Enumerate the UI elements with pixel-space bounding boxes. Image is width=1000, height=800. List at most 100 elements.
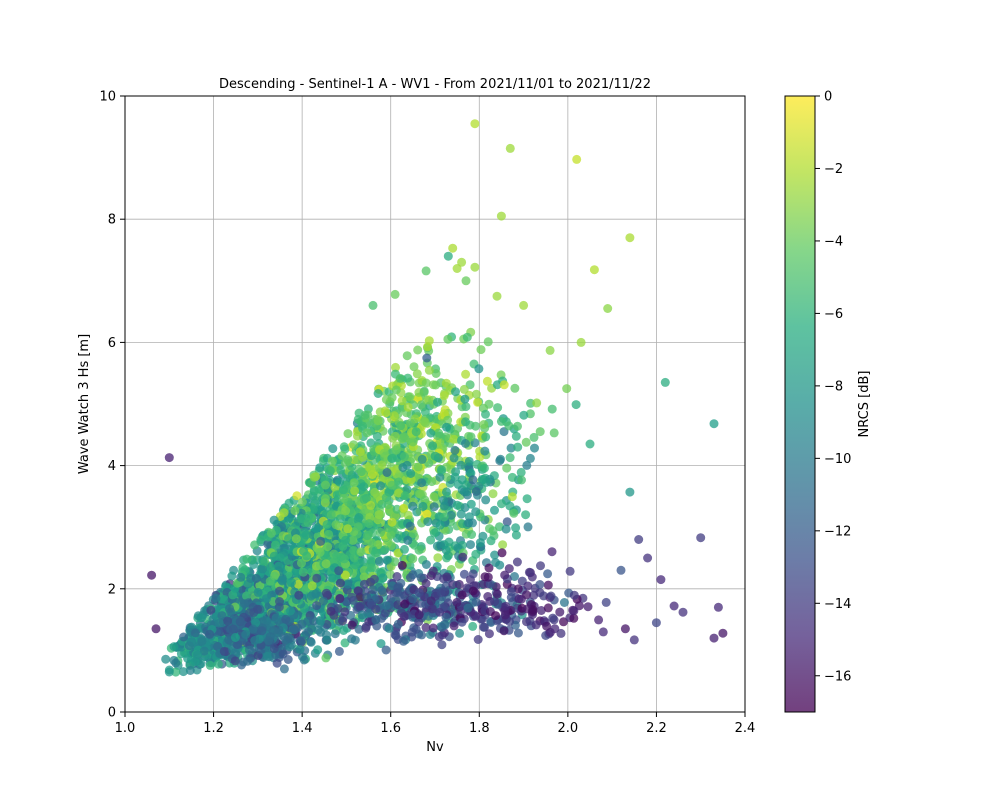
scatter-point <box>362 592 372 602</box>
scatter-point <box>443 334 453 344</box>
scatter-point <box>499 380 509 390</box>
scatter-point <box>391 362 400 372</box>
scatter-point <box>428 566 438 576</box>
scatter-point <box>366 465 376 475</box>
scatter-point <box>441 545 451 555</box>
scatter-point <box>569 590 579 600</box>
scatter-point <box>206 605 216 615</box>
scatter-point <box>169 642 179 652</box>
scatter-point <box>399 452 409 461</box>
scatter-point <box>350 635 360 645</box>
scatter-point <box>274 602 284 612</box>
scatter-point <box>429 528 439 538</box>
scatter-point <box>432 541 442 551</box>
scatter-point <box>272 658 282 668</box>
x-tick-label: 2.2 <box>646 721 667 736</box>
scatter-point <box>368 300 378 310</box>
scatter-point <box>459 569 469 579</box>
scatter-point <box>471 389 481 399</box>
scatter-point <box>448 243 458 253</box>
scatter-point <box>498 540 508 550</box>
scatter-point <box>386 541 396 551</box>
scatter-point <box>356 467 366 477</box>
scatter-point <box>408 437 418 447</box>
scatter-point <box>396 421 406 431</box>
scatter-point <box>441 581 451 591</box>
scatter-point <box>377 585 387 595</box>
scatter-point <box>569 606 579 616</box>
scatter-point <box>340 458 350 468</box>
scatter-point <box>496 211 506 221</box>
scatter-point <box>214 618 224 628</box>
scatter-point <box>359 482 369 492</box>
scatter-point <box>457 257 467 267</box>
scatter-point <box>394 477 404 487</box>
scatter-point <box>171 667 181 677</box>
scatter-point <box>713 602 723 612</box>
scatter-point <box>311 524 321 534</box>
scatter-point <box>406 418 415 428</box>
scatter-point <box>390 431 400 441</box>
scatter-point <box>524 567 534 577</box>
scatter-point <box>510 572 519 581</box>
scatter-point <box>304 511 314 521</box>
scatter-point <box>362 428 372 438</box>
scatter-point <box>323 542 333 552</box>
scatter-point <box>324 529 334 539</box>
plot-frame <box>124 95 746 713</box>
scatter-point <box>358 452 368 462</box>
colorbar-tick-label: −10 <box>824 452 851 467</box>
scatter-point <box>359 572 369 582</box>
scatter-point <box>394 592 404 602</box>
scatter-point <box>456 460 466 470</box>
scatter-point <box>390 557 400 567</box>
scatter-point <box>253 604 263 614</box>
scatter-point <box>562 384 572 394</box>
scatter-point <box>556 628 566 638</box>
scatter-point <box>479 579 489 589</box>
scatter-point <box>625 487 635 497</box>
scatter-point <box>325 466 335 476</box>
scatter-point <box>501 601 511 611</box>
scatter-point <box>378 573 388 583</box>
scatter-point <box>485 524 494 534</box>
scatter-point <box>371 604 381 614</box>
scatter-point <box>227 571 237 581</box>
scatter-point <box>565 566 575 576</box>
scatter-point <box>456 606 466 616</box>
scatter-point <box>449 434 459 444</box>
scatter-point <box>513 584 523 594</box>
scatter-point <box>408 594 418 604</box>
scatter-point <box>275 586 285 596</box>
scatter-point <box>439 390 449 400</box>
scatter-point <box>451 387 460 397</box>
scatter-point <box>468 475 478 485</box>
scatter-point <box>335 477 344 487</box>
scatter-point <box>341 506 351 516</box>
scatter-point <box>437 465 446 475</box>
scatter-point <box>381 645 391 655</box>
scatter-point <box>505 501 515 511</box>
scatter-point <box>678 607 688 617</box>
scatter-point <box>183 654 193 663</box>
scatter-point <box>428 441 438 451</box>
scatter-point <box>314 484 324 494</box>
scatter-point <box>433 397 442 407</box>
scatter-point <box>620 624 630 634</box>
scatter-point <box>269 644 279 654</box>
scatter-point <box>197 613 207 623</box>
scatter-point <box>270 571 279 581</box>
scatter-point <box>443 251 453 261</box>
scatter-point <box>535 580 545 589</box>
scatter-point <box>241 630 251 639</box>
scatter-point <box>421 378 431 388</box>
scatter-point <box>341 535 351 545</box>
scatter-point <box>332 551 342 561</box>
scatter-point <box>481 477 491 487</box>
scatter-point <box>442 422 451 432</box>
scatter-point <box>355 602 365 611</box>
scatter-point <box>471 549 481 559</box>
scatter-point <box>435 472 445 482</box>
scatter-point <box>386 530 396 540</box>
scatter-point <box>229 624 238 634</box>
